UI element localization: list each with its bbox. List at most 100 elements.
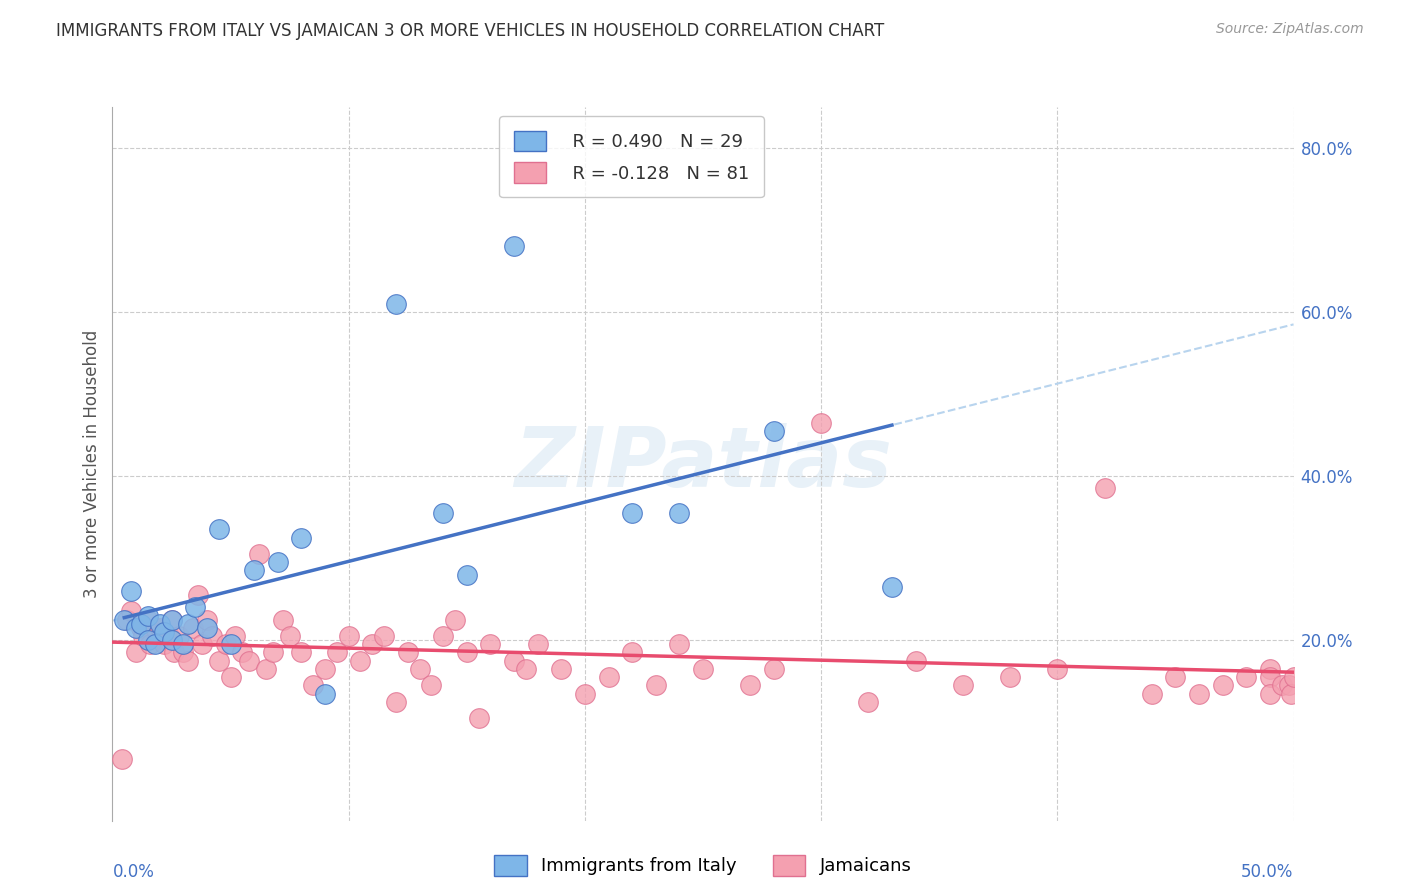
Text: ZIPatlas: ZIPatlas [515,424,891,504]
Point [290,645,312,659]
Point [467,711,489,725]
Point [880,580,903,594]
Y-axis label: 3 or more Vehicles in Household: 3 or more Vehicles in Household [83,330,101,598]
Point [224,629,246,643]
Point [184,600,207,615]
Point [621,506,644,520]
Point [136,633,159,648]
Point [160,613,183,627]
Point [692,662,714,676]
Point [503,239,526,253]
Point [181,621,204,635]
Text: IMMIGRANTS FROM ITALY VS JAMAICAN 3 OR MORE VEHICLES IN HOUSEHOLD CORRELATION CH: IMMIGRANTS FROM ITALY VS JAMAICAN 3 OR M… [56,22,884,40]
Point [219,670,242,684]
Point [526,637,548,651]
Point [125,621,148,635]
Point [129,616,152,631]
Point [668,637,690,651]
Point [1234,670,1257,684]
Point [125,645,148,659]
Point [262,645,284,659]
Point [111,752,134,766]
Point [1140,686,1163,700]
Text: 0.0%: 0.0% [112,863,155,881]
Point [456,645,478,659]
Point [1212,678,1234,692]
Point [1046,662,1069,676]
Point [762,662,785,676]
Point [574,686,596,700]
Point [396,645,419,659]
Point [160,613,183,627]
Point [238,654,260,668]
Point [621,645,644,659]
Point [1278,678,1301,692]
Point [432,506,454,520]
Point [515,662,537,676]
Point [668,506,690,520]
Point [444,613,467,627]
Point [163,645,186,659]
Point [385,695,408,709]
Point [120,605,142,619]
Point [160,633,183,648]
Point [208,523,231,537]
Point [191,637,214,651]
Point [177,616,200,631]
Point [120,584,142,599]
Point [550,662,572,676]
Point [479,637,502,651]
Point [373,629,395,643]
Point [1164,670,1187,684]
Point [740,678,762,692]
Point [143,621,166,635]
Point [1279,686,1302,700]
Text: Source: ZipAtlas.com: Source: ZipAtlas.com [1216,22,1364,37]
Point [215,637,238,651]
Point [167,629,190,643]
Point [1271,678,1294,692]
Point [420,678,443,692]
Point [172,637,194,651]
Point [349,654,371,668]
Point [810,416,832,430]
Point [904,654,927,668]
Point [115,613,138,627]
Point [302,678,325,692]
Point [408,662,430,676]
Point [858,695,880,709]
Point [385,297,408,311]
Point [456,567,478,582]
Point [186,588,208,602]
Point [1258,670,1281,684]
Point [267,555,290,569]
Point [195,613,218,627]
Legend: Immigrants from Italy, Jamaicans: Immigrants from Italy, Jamaicans [486,847,920,883]
Text: 50.0%: 50.0% [1241,863,1294,881]
Point [644,678,666,692]
Point [314,686,336,700]
Point [1188,686,1211,700]
Point [157,629,180,643]
Point [247,547,270,561]
Point [112,613,135,627]
Point [361,637,384,651]
Point [201,629,224,643]
Point [149,616,172,631]
Point [195,621,218,635]
Point [243,564,266,578]
Point [503,654,526,668]
Point [432,629,454,643]
Point [172,645,194,659]
Point [231,645,253,659]
Point [143,637,166,651]
Point [998,670,1021,684]
Point [208,654,231,668]
Point [314,662,336,676]
Point [136,608,159,623]
Point [1282,670,1305,684]
Point [952,678,974,692]
Point [139,637,162,651]
Point [149,621,172,635]
Point [153,637,176,651]
